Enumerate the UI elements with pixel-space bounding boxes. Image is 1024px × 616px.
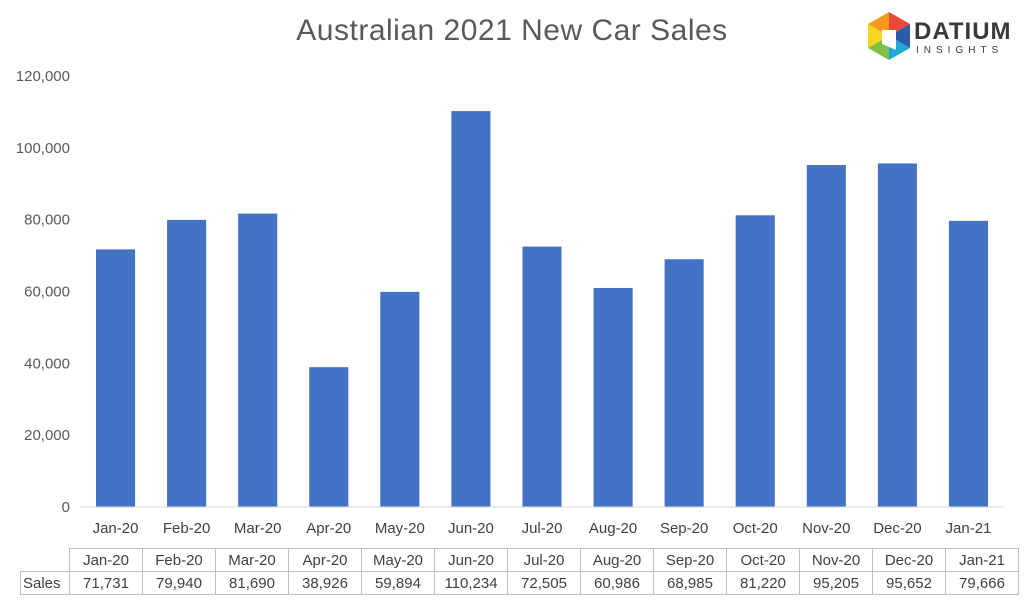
bar-oct-20 <box>735 215 775 507</box>
bar-feb-20 <box>167 219 207 507</box>
data-table-value-cell: 60,986 <box>580 571 654 595</box>
x-tick-label: Feb-20 <box>163 520 211 537</box>
data-table-value-cell: 95,205 <box>799 571 873 595</box>
bar-jul-20 <box>522 246 562 507</box>
data-table-header-cell: Jan-20 <box>69 548 143 572</box>
bar-jun-20 <box>451 111 491 507</box>
x-tick-label: Aug-20 <box>589 520 637 537</box>
x-tick-label: Dec-20 <box>873 520 921 537</box>
data-table-value-cell: 59,894 <box>361 571 435 595</box>
bar-apr-20 <box>309 367 349 507</box>
data-table-value-cell: 79,666 <box>945 571 1019 595</box>
y-tick-label: 100,000 <box>16 140 70 157</box>
data-table-value-cell: 38,926 <box>288 571 362 595</box>
data-table-header-row: Jan-20 Feb-20 Mar-20 Apr-20 May-20 Jun-20 Jul-… <box>20 548 1019 572</box>
bar-jan-20 <box>95 249 136 508</box>
x-tick-label: May-20 <box>375 520 425 537</box>
x-tick-label: Jul-20 <box>522 520 563 537</box>
y-axis-tick-labels: 0 20,000 40,000 60,000 80,000 100,000 120,000 <box>16 68 70 516</box>
datium-logo: DATIUM INSIGHTS <box>866 10 1016 66</box>
data-table-header-cell: Feb-20 <box>142 548 216 572</box>
datium-logo-icon <box>868 12 910 60</box>
bar-jan-21 <box>948 220 989 508</box>
data-table-header-cell: Dec-20 <box>872 548 946 572</box>
data-table-value-cell: 72,505 <box>507 571 581 595</box>
y-tick-label: 80,000 <box>24 212 70 229</box>
data-table-header-cell: Nov-20 <box>799 548 873 572</box>
bar-mar-20 <box>238 213 278 508</box>
y-tick-label: 120,000 <box>16 68 70 85</box>
x-tick-label: Apr-20 <box>306 520 351 537</box>
x-tick-label: Jan-20 <box>93 520 139 537</box>
bar-chart-plot: 020,00040,00060,00080,000100,000120,000 … <box>16 68 1004 537</box>
data-table-value-cell: 110,234 <box>434 571 508 595</box>
y-tick-label: 0 <box>62 499 70 516</box>
data-table-value-cell: 71,731 <box>69 571 143 595</box>
data-table-header-cell: Jul-20 <box>507 548 581 572</box>
data-table-value-cell: 95,652 <box>872 571 946 595</box>
data-table-header-cell: Oct-20 <box>726 548 800 572</box>
data-table-header-cell: Jan-21 <box>945 548 1019 572</box>
data-table: Jan-20 Feb-20 Mar-20 Apr-20 May-20 Jun-20 Jul-… <box>20 548 1019 595</box>
x-axis-tick-labels: Jan-20 Feb-20 Mar-20 Apr-20 May-20 Jun-20 Jul-… <box>93 520 992 537</box>
y-tick-label: 60,000 <box>24 284 70 301</box>
data-table-header-cell: Aug-20 <box>580 548 654 572</box>
bar-aug-20 <box>593 287 633 507</box>
x-tick-label: Sep-20 <box>660 520 708 537</box>
logo-subtitle: INSIGHTS <box>916 45 1004 56</box>
x-tick-label: Nov-20 <box>802 520 850 537</box>
x-tick-label: Jan-21 <box>946 520 992 537</box>
data-table-header-cell: Jun-20 <box>434 548 508 572</box>
bar-nov-20 <box>806 165 846 508</box>
logo-wordmark: DATIUM <box>914 18 1012 45</box>
bar-series <box>95 111 989 508</box>
y-tick-label: 40,000 <box>24 355 70 372</box>
data-table-value-row: Sales 71,731 79,940 81,690 38,926 59,894 110,… <box>20 571 1019 595</box>
data-table-value-cell: 81,690 <box>215 571 289 595</box>
x-tick-label: Mar-20 <box>234 520 282 537</box>
x-tick-label: Jun-20 <box>448 520 494 537</box>
data-table-header-cell: Apr-20 <box>288 548 362 572</box>
data-table-value-cell: 81,220 <box>726 571 800 595</box>
y-tick-label: 20,000 <box>24 427 70 444</box>
data-table-value-cell: 79,940 <box>142 571 216 595</box>
x-tick-label: Oct-20 <box>733 520 778 537</box>
bar-dec-20 <box>877 163 917 508</box>
data-table-header-cell: Mar-20 <box>215 548 289 572</box>
data-table-header-cell: May-20 <box>361 548 435 572</box>
data-table-corner <box>20 548 70 572</box>
bar-sep-20 <box>664 259 704 507</box>
chart-title: Australian 2021 New Car Sales <box>296 14 728 47</box>
bar-may-20 <box>380 291 420 507</box>
data-table-row-label: Sales <box>20 571 70 595</box>
data-table-value-cell: 68,985 <box>653 571 727 595</box>
data-table-header-cell: Sep-20 <box>653 548 727 572</box>
